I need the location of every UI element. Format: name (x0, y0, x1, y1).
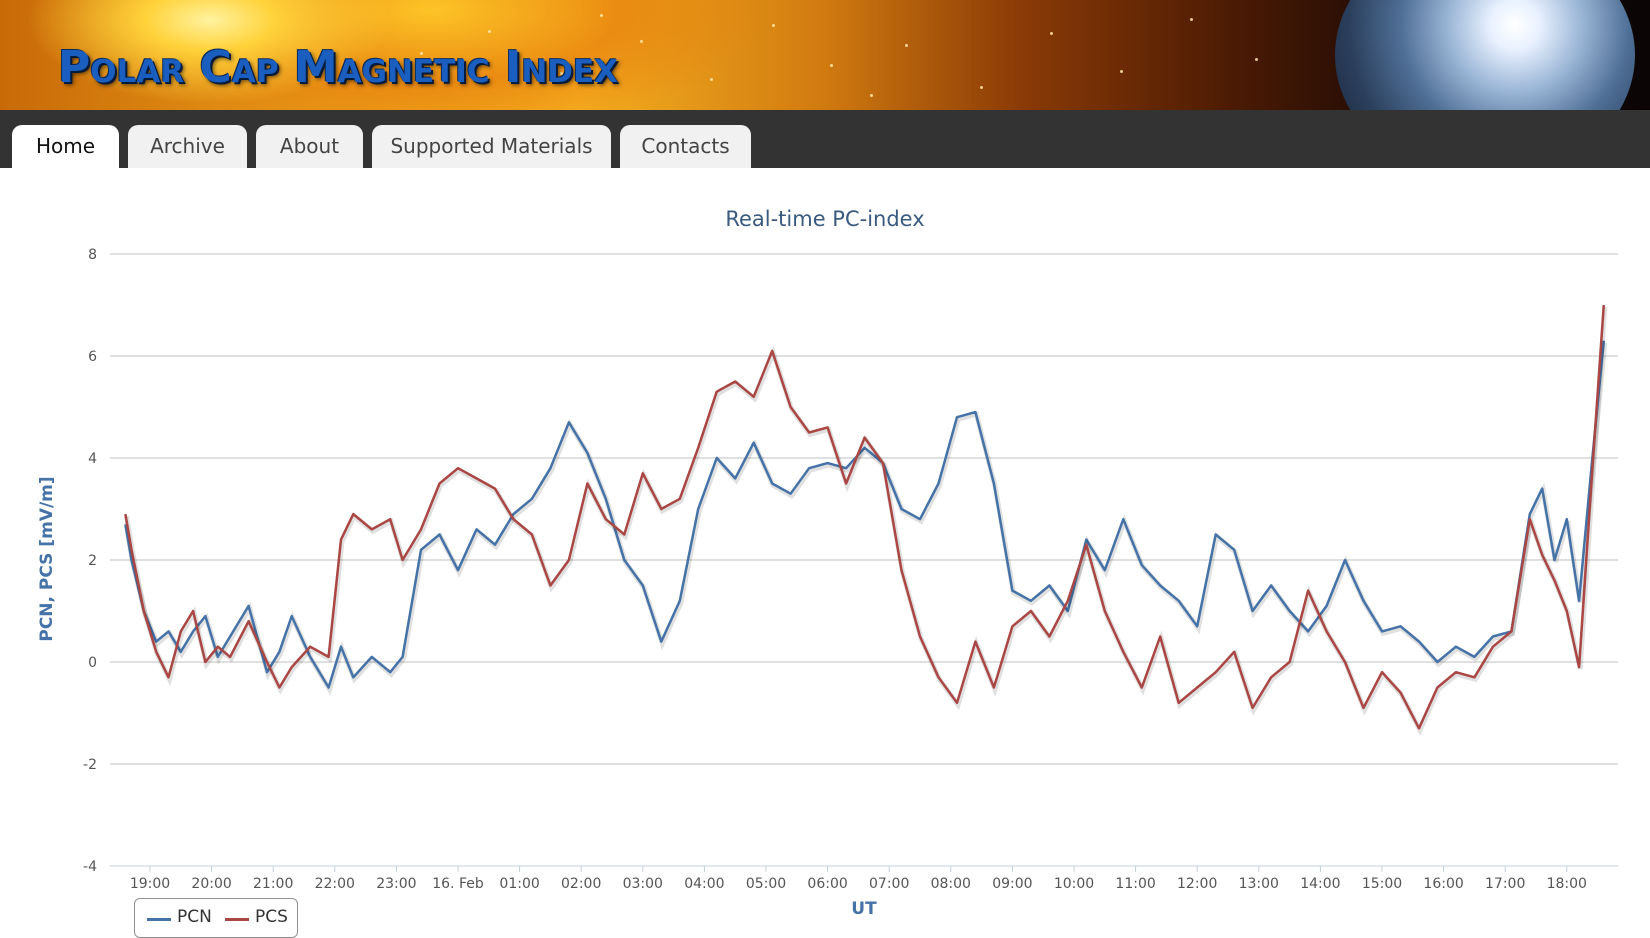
y-tick-label: 0 (88, 655, 97, 671)
pcs-legend-swatch (225, 918, 249, 921)
x-tick-label: 07:00 (869, 876, 909, 892)
x-tick-label: 06:00 (807, 876, 847, 892)
tab-archive[interactable]: Archive (128, 125, 247, 168)
site-title: Polar Cap Magnetic Index (58, 42, 619, 93)
x-tick-label: 14:00 (1300, 876, 1340, 892)
x-tick-label: 09:00 (992, 876, 1032, 892)
tab-contacts[interactable]: Contacts (620, 125, 751, 168)
y-tick-label: -4 (83, 859, 97, 875)
x-tick-label: 15:00 (1362, 876, 1402, 892)
x-tick-label: 21:00 (253, 876, 293, 892)
x-tick-label: 12:00 (1177, 876, 1217, 892)
x-tick-label: 13:00 (1239, 876, 1279, 892)
pcs-legend-label[interactable]: PCS (255, 907, 288, 927)
x-tick-label: 08:00 (931, 876, 971, 892)
x-tick-label: 16:00 (1423, 876, 1463, 892)
y-tick-label: 2 (88, 553, 97, 569)
main-nav: Home Archive About Supported Materials C… (0, 110, 1650, 168)
x-tick-label: 10:00 (1054, 876, 1094, 892)
pcn-series-line[interactable] (124, 340, 1606, 689)
pcn-legend-label[interactable]: PCN (177, 907, 212, 927)
tab-supported-materials[interactable]: Supported Materials (372, 125, 611, 168)
x-tick-label: 20:00 (191, 876, 231, 892)
x-tick-label: 04:00 (684, 876, 724, 892)
x-tick-label: 22:00 (315, 876, 355, 892)
y-tick-label: 4 (88, 451, 97, 467)
x-tick-label: 16. Feb (432, 876, 484, 892)
x-tick-label: 11:00 (1115, 876, 1155, 892)
y-axis-title: PCN, PCS [mV/m] (37, 476, 57, 641)
chart-legend: PCN PCS (134, 898, 298, 938)
tab-home[interactable]: Home (12, 125, 119, 168)
x-tick-label: 03:00 (623, 876, 663, 892)
x-axis-title: UT (851, 899, 877, 919)
earth-image (1335, 0, 1635, 110)
pcs-series-line[interactable] (124, 304, 1606, 730)
y-tick-label: -2 (83, 757, 97, 773)
x-tick-label: 01:00 (499, 876, 539, 892)
y-tick-label: 8 (88, 247, 97, 263)
pcn-series-shadow (123, 342, 1608, 696)
chart-title: Real-time PC-index (725, 207, 925, 231)
pcn-legend-swatch (147, 918, 171, 921)
x-tick-label: 19:00 (130, 876, 170, 892)
x-tick-label: 18:00 (1547, 876, 1587, 892)
tab-about[interactable]: About (256, 125, 363, 168)
y-tick-label: 6 (88, 349, 97, 365)
x-tick-label: 05:00 (746, 876, 786, 892)
x-tick-label: 02:00 (561, 876, 601, 892)
x-tick-label: 17:00 (1485, 876, 1525, 892)
header-banner: Polar Cap Magnetic Index (0, 0, 1650, 110)
x-tick-label: 23:00 (376, 876, 416, 892)
